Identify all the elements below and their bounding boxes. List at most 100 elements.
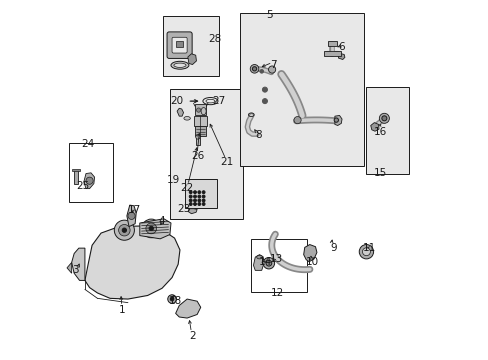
Text: 17: 17 — [127, 206, 141, 216]
Text: 8: 8 — [254, 130, 261, 140]
Text: 18: 18 — [169, 296, 182, 306]
Polygon shape — [175, 299, 201, 318]
Text: 2: 2 — [189, 331, 195, 341]
Text: 25: 25 — [76, 181, 89, 192]
Polygon shape — [83, 173, 94, 189]
Bar — [176, 41, 183, 47]
Circle shape — [145, 223, 156, 234]
Circle shape — [189, 203, 192, 206]
Text: 10: 10 — [305, 257, 319, 267]
Text: 14: 14 — [258, 257, 271, 267]
Text: 21: 21 — [220, 157, 233, 167]
Bar — [69, 143, 112, 202]
Text: 19: 19 — [166, 175, 180, 185]
Text: 3: 3 — [73, 265, 79, 275]
Bar — [327, 41, 336, 45]
Text: 15: 15 — [373, 168, 386, 178]
Circle shape — [122, 228, 126, 232]
Text: 12: 12 — [270, 288, 284, 298]
Polygon shape — [334, 116, 341, 126]
Text: 7: 7 — [269, 60, 276, 70]
Polygon shape — [370, 123, 378, 131]
Text: 28: 28 — [208, 35, 221, 44]
Circle shape — [198, 195, 201, 198]
Circle shape — [189, 191, 192, 194]
Text: 20: 20 — [169, 96, 183, 106]
Bar — [195, 104, 206, 115]
Circle shape — [359, 244, 373, 259]
Circle shape — [193, 195, 196, 198]
Circle shape — [252, 67, 256, 71]
Polygon shape — [303, 244, 316, 262]
Polygon shape — [187, 54, 196, 64]
Circle shape — [128, 212, 135, 220]
Circle shape — [114, 220, 134, 240]
Ellipse shape — [183, 117, 190, 120]
Circle shape — [193, 191, 196, 194]
Ellipse shape — [174, 63, 185, 67]
Circle shape — [262, 99, 267, 104]
Polygon shape — [338, 54, 344, 59]
Ellipse shape — [256, 255, 262, 259]
Circle shape — [142, 219, 160, 238]
Text: 26: 26 — [191, 150, 204, 161]
Circle shape — [250, 64, 258, 73]
Text: 6: 6 — [337, 42, 344, 52]
Polygon shape — [140, 219, 171, 239]
Circle shape — [119, 225, 130, 236]
Bar — [185, 179, 217, 208]
Circle shape — [202, 191, 204, 194]
Circle shape — [202, 195, 204, 198]
Circle shape — [268, 66, 275, 73]
Circle shape — [167, 295, 176, 303]
Bar — [163, 16, 218, 76]
Circle shape — [198, 199, 201, 202]
Text: 5: 5 — [266, 10, 272, 20]
Circle shape — [381, 116, 386, 121]
Polygon shape — [85, 226, 180, 299]
Text: 13: 13 — [269, 254, 283, 264]
Text: 4: 4 — [159, 216, 165, 226]
Circle shape — [170, 297, 174, 301]
Ellipse shape — [201, 108, 206, 115]
FancyBboxPatch shape — [167, 32, 192, 58]
Circle shape — [149, 226, 153, 230]
Circle shape — [293, 117, 301, 124]
Polygon shape — [126, 205, 136, 226]
Text: 1: 1 — [119, 305, 125, 315]
Ellipse shape — [171, 61, 188, 69]
Bar — [195, 126, 206, 136]
Bar — [240, 13, 363, 166]
Text: 27: 27 — [212, 96, 225, 106]
Polygon shape — [67, 262, 72, 273]
Circle shape — [196, 108, 201, 112]
FancyBboxPatch shape — [172, 37, 187, 53]
Circle shape — [195, 135, 200, 139]
Circle shape — [362, 248, 369, 256]
Circle shape — [86, 177, 93, 184]
Text: 11: 11 — [362, 243, 375, 253]
Bar — [170, 89, 242, 220]
Circle shape — [263, 257, 274, 269]
Bar — [194, 116, 207, 126]
Bar — [365, 87, 408, 174]
Bar — [72, 168, 80, 171]
Circle shape — [202, 203, 204, 206]
Bar — [196, 137, 199, 145]
Circle shape — [202, 199, 204, 202]
Circle shape — [193, 199, 196, 202]
Circle shape — [333, 118, 338, 122]
Circle shape — [198, 191, 201, 194]
Circle shape — [260, 69, 263, 73]
Bar — [324, 51, 340, 56]
Circle shape — [265, 260, 271, 266]
Bar — [250, 239, 306, 292]
Text: 9: 9 — [329, 243, 336, 253]
Text: 23: 23 — [177, 204, 190, 215]
Circle shape — [262, 87, 267, 92]
Bar — [74, 170, 78, 184]
Text: 22: 22 — [180, 183, 193, 193]
Text: 16: 16 — [373, 127, 386, 136]
Polygon shape — [253, 255, 264, 270]
Circle shape — [193, 203, 196, 206]
